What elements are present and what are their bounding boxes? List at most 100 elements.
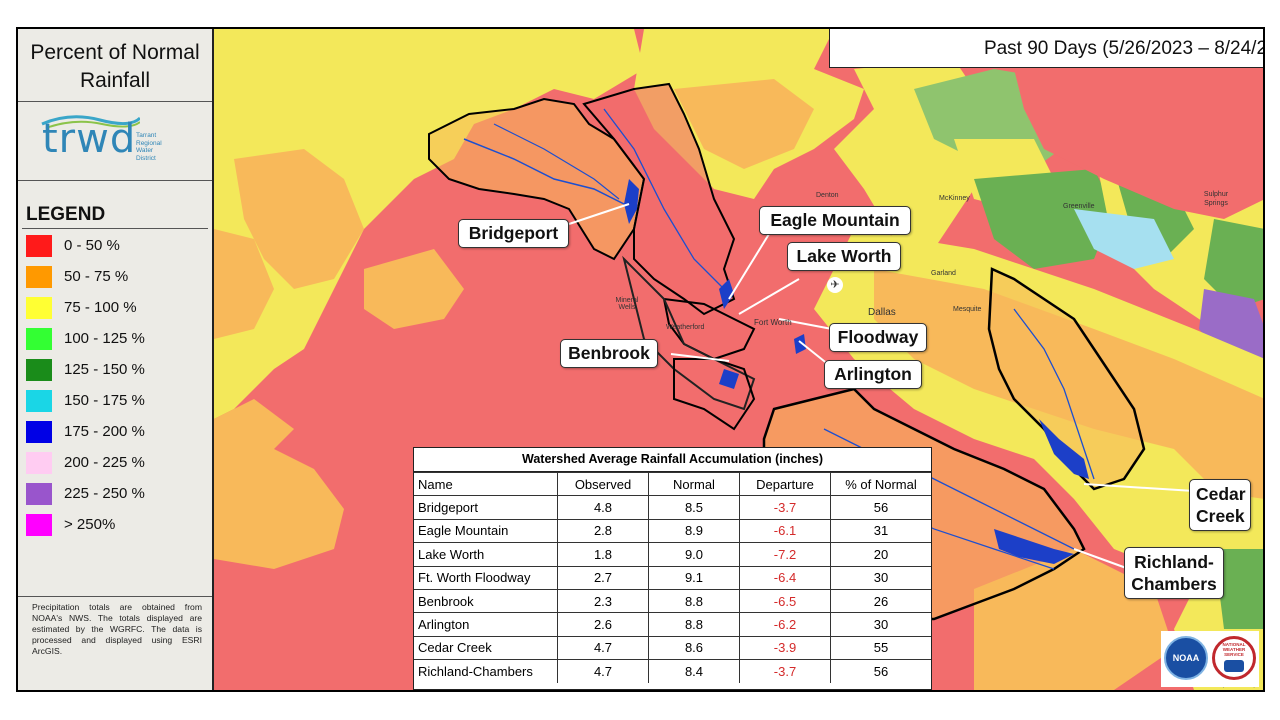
map-title: Percent of Normal Rainfall: [18, 29, 212, 102]
legend-swatch: [26, 390, 52, 412]
table-cell: 8.9: [648, 518, 740, 544]
place-label-garland: Garland: [931, 270, 956, 277]
rainfall-data-table: Name Observed Normal Departure % of Norm…: [414, 471, 931, 683]
table-cell: 4.8: [557, 495, 649, 520]
table-cell: 8.4: [648, 659, 740, 683]
table-cell: 20: [830, 542, 931, 567]
map-figure: Dallas Fort Worth McKinney Denton Garlan…: [16, 27, 1265, 692]
table-cell: 1.8: [557, 542, 649, 567]
table-cell: Lake Worth: [414, 542, 558, 567]
callout-cedar-creek: Cedar Creek: [1189, 479, 1251, 531]
table-cell: Cedar Creek: [414, 635, 558, 661]
table-row: Richland-Chambers 4.7 8.4 -3.7 56: [414, 659, 931, 683]
table-cell: -7.2: [739, 542, 831, 567]
table-cell: -6.2: [739, 612, 831, 637]
legend-divider: [22, 228, 208, 229]
place-label-mesquite: Mesquite: [953, 306, 982, 313]
callout-lake-worth: Lake Worth: [787, 242, 901, 271]
column-header: Observed: [557, 471, 649, 497]
legend-label: 175 - 200 %: [64, 423, 145, 440]
column-header: Normal: [648, 471, 740, 497]
table-cell: Richland-Chambers: [414, 659, 558, 683]
table-cell: 2.6: [557, 612, 649, 637]
table-row: Ft. Worth Floodway 2.7 9.1 -6.4 30: [414, 565, 931, 590]
legend-sidebar: Percent of Normal Rainfall trwd Tarrant …: [18, 29, 214, 690]
rainfall-table: Watershed Average Rainfall Accumulation …: [413, 447, 932, 690]
table-cell: 8.8: [648, 588, 740, 614]
table-row: Bridgeport 4.8 8.5 -3.7 56: [414, 495, 931, 520]
legend-label: 225 - 250 %: [64, 485, 145, 502]
legend-item: 175 - 200 %: [26, 421, 211, 449]
table-cell: 8.8: [648, 612, 740, 637]
callout-arlington: Arlington: [824, 360, 922, 389]
logo-subtitle-line: Regional: [136, 139, 162, 147]
logo-subtitle-line: District: [136, 154, 156, 162]
column-header: Departure: [739, 471, 831, 497]
rainfall-map: Dallas Fort Worth McKinney Denton Garlan…: [214, 29, 1263, 690]
legend-label: 75 - 100 %: [64, 299, 137, 316]
callout-eagle-mountain: Eagle Mountain: [759, 206, 911, 235]
table-cell: 26: [830, 588, 931, 614]
place-label-sulphur-springs: Sulphur Springs: [1203, 191, 1229, 207]
legend-swatch: [26, 328, 52, 350]
table-cell: Benbrook: [414, 588, 558, 614]
table-cell: Eagle Mountain: [414, 518, 558, 544]
legend-item: 200 - 225 %: [26, 452, 211, 480]
legend-title: LEGEND: [26, 204, 106, 225]
airport-icon: ✈: [827, 277, 843, 293]
note-divider: [18, 596, 212, 597]
table-cell: 30: [830, 612, 931, 637]
table-cell: -6.1: [739, 518, 831, 544]
legend-item: > 250%: [26, 514, 211, 542]
column-header: % of Normal: [830, 471, 931, 497]
column-header: Name: [414, 471, 558, 497]
legend-label: 125 - 150 %: [64, 361, 145, 378]
place-label-greenville: Greenville: [1063, 203, 1095, 210]
logo-subtitle: Tarrant Regional Water District: [136, 132, 162, 162]
period-title: Past 90 Days (5/26/2023 – 8/24/2023): [829, 29, 1263, 68]
table-cell: 56: [830, 659, 931, 683]
callout-bridgeport: Bridgeport: [458, 219, 569, 248]
legend-swatch: [26, 452, 52, 474]
legend-label: 0 - 50 %: [64, 237, 120, 254]
legend-label: 150 - 175 %: [64, 392, 145, 409]
table-cell: -3.9: [739, 635, 831, 661]
legend-item: 125 - 150 %: [26, 359, 211, 387]
legend-swatch: [26, 514, 52, 536]
table-cell: 4.7: [557, 659, 649, 683]
table-row: Lake Worth 1.8 9.0 -7.2 20: [414, 542, 931, 567]
table-cell: Bridgeport: [414, 495, 558, 520]
table-cell: 30: [830, 565, 931, 590]
table-row: Benbrook 2.3 8.8 -6.5 26: [414, 588, 931, 614]
table-cell: 9.1: [648, 565, 740, 590]
table-cell: 2.7: [557, 565, 649, 590]
legend-label: 50 - 75 %: [64, 268, 129, 285]
table-cell: 9.0: [648, 542, 740, 567]
table-row: Eagle Mountain 2.8 8.9 -6.1 31: [414, 518, 931, 544]
legend-item: 150 - 175 %: [26, 390, 211, 418]
logo-wordmark: trwd: [42, 116, 137, 162]
table-cell: -6.5: [739, 588, 831, 614]
callout-floodway: Floodway: [829, 323, 927, 352]
noaa-logo: NOAA: [1164, 636, 1208, 680]
table-header-row: Name Observed Normal Departure % of Norm…: [414, 471, 931, 497]
table-cell: -6.4: [739, 565, 831, 590]
table-cell: 4.7: [557, 635, 649, 661]
table-cell: -3.7: [739, 659, 831, 683]
legend-item: 0 - 50 %: [26, 235, 211, 263]
table-cell: 31: [830, 518, 931, 544]
logo-subtitle-line: Tarrant: [136, 132, 157, 139]
logo-subtitle-line: Water: [136, 147, 154, 154]
callout-benbrook: Benbrook: [560, 339, 658, 368]
rainfall-map-graphic: [214, 29, 1263, 690]
trwd-logo: trwd Tarrant Regional Water District: [18, 102, 212, 181]
legend-item: 75 - 100 %: [26, 297, 211, 325]
place-label-denton: Denton: [816, 192, 839, 199]
legend-item: 225 - 250 %: [26, 483, 211, 511]
table-cell: 55: [830, 635, 931, 661]
table-cell: 56: [830, 495, 931, 520]
place-label-fort-worth: Fort Worth: [754, 318, 792, 327]
legend-swatch: [26, 421, 52, 443]
place-label-mckinney: McKinney: [939, 195, 970, 202]
legend-swatch: [26, 235, 52, 257]
